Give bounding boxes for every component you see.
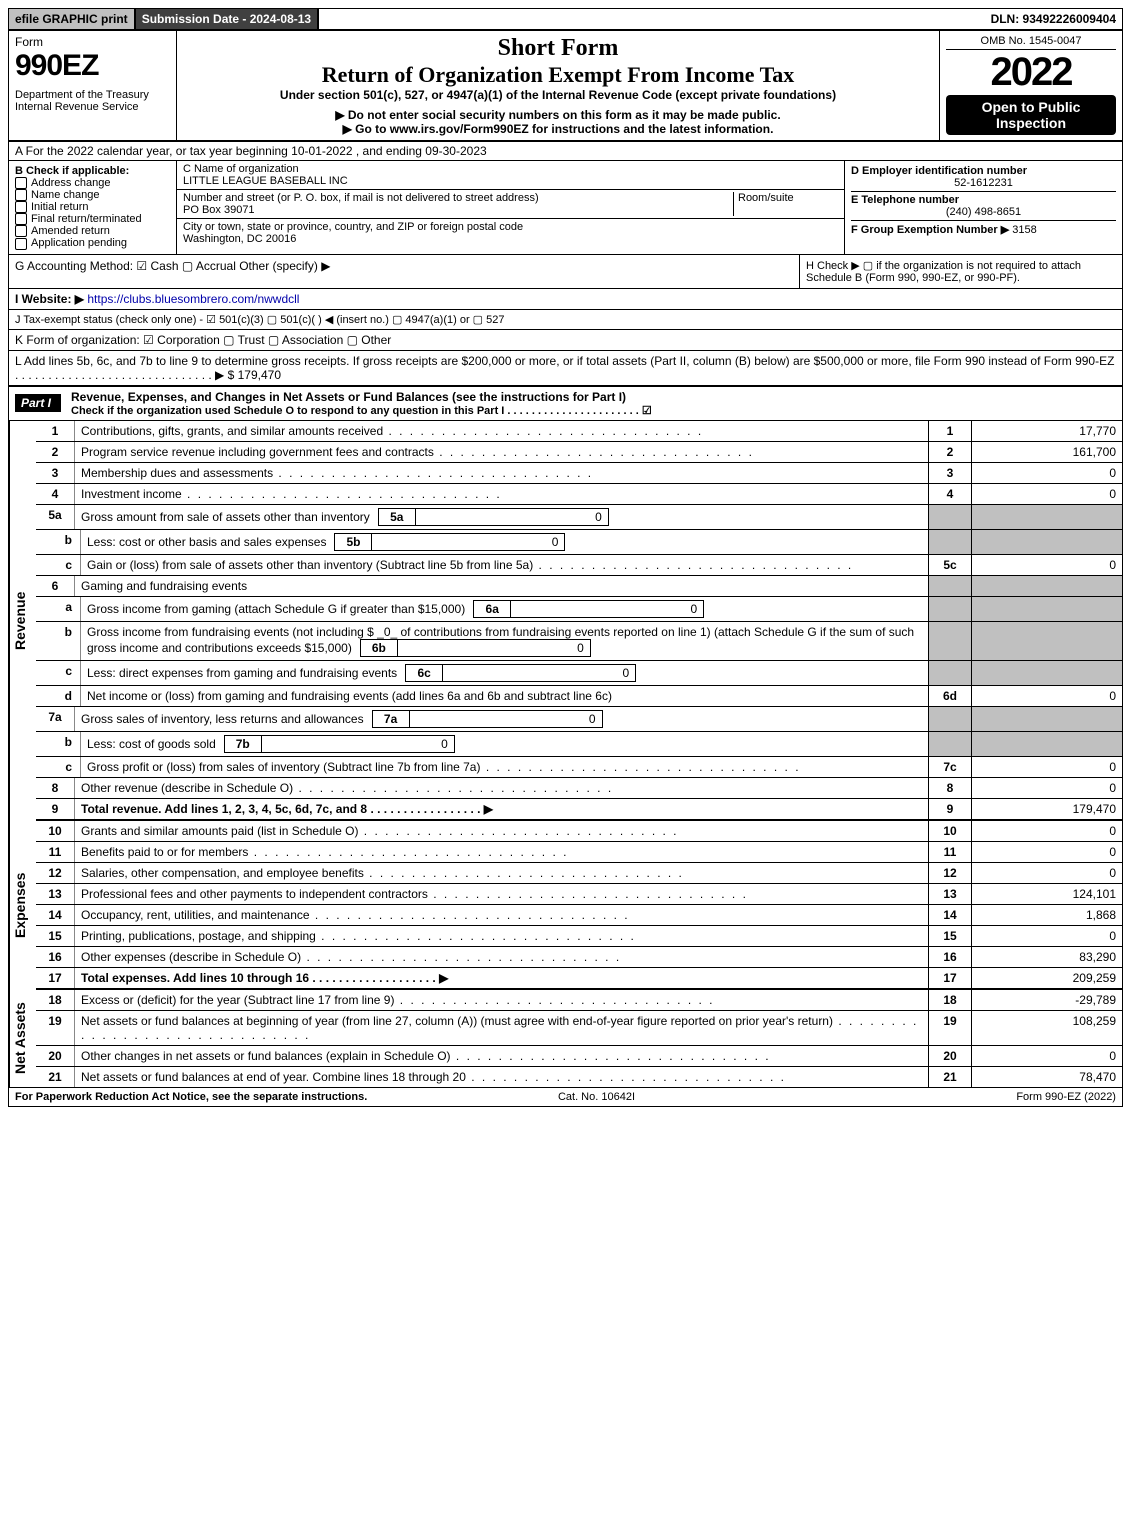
section-bcd: B Check if applicable: Address change Na… <box>9 161 1122 255</box>
revenue-label: Revenue <box>9 421 36 821</box>
goto-link[interactable]: ▶ Go to www.irs.gov/Form990EZ for instru… <box>185 122 931 136</box>
chk-address[interactable]: Address change <box>15 177 170 189</box>
website-link[interactable]: https://clubs.bluesombrero.com/nwwdcll <box>87 292 299 306</box>
dept-label: Department of the Treasury <box>15 89 170 101</box>
ein-label: D Employer identification number <box>851 165 1116 177</box>
form-title: Return of Organization Exempt From Incom… <box>185 62 931 88</box>
irs-label: Internal Revenue Service <box>15 101 170 113</box>
line-j: J Tax-exempt status (check only one) - ☑… <box>9 310 1122 330</box>
under-section: Under section 501(c), 527, or 4947(a)(1)… <box>185 88 931 102</box>
b-label: B Check if applicable: <box>15 165 170 177</box>
part-i-check: Check if the organization used Schedule … <box>71 404 652 417</box>
group-row: F Group Exemption Number ▶ 3158 <box>851 220 1116 236</box>
submission-date: Submission Date - 2024-08-13 <box>136 9 319 29</box>
line-k: K Form of organization: ☑ Corporation ▢ … <box>9 330 1122 351</box>
omb-number: OMB No. 1545-0047 <box>946 35 1116 50</box>
group-number: 3158 <box>1012 224 1036 236</box>
short-form-title: Short Form <box>185 35 931 62</box>
phone: (240) 498-8651 <box>851 206 1116 218</box>
line-l: L Add lines 5b, 6c, and 7b to line 9 to … <box>9 351 1122 387</box>
chk-final[interactable]: Final return/terminated <box>15 213 170 225</box>
phone-label: E Telephone number <box>851 191 1116 206</box>
line-g: G Accounting Method: ☑ Cash ▢ Accrual Ot… <box>9 255 799 288</box>
line-i: I Website: ▶ https://clubs.bluesombrero.… <box>9 289 1122 310</box>
col-d: D Employer identification number 52-1612… <box>844 161 1122 254</box>
paperwork-notice: For Paperwork Reduction Act Notice, see … <box>15 1091 367 1103</box>
city: Washington, DC 20016 <box>183 233 838 245</box>
header-right: OMB No. 1545-0047 2022 Open to Public In… <box>940 31 1122 140</box>
street: PO Box 39071 <box>183 204 733 216</box>
revenue-block: Revenue 1Contributions, gifts, grants, a… <box>9 421 1122 821</box>
form-ref: Form 990-EZ (2022) <box>1016 1091 1116 1103</box>
efile-label: efile GRAPHIC print <box>9 9 136 29</box>
ssn-warning: ▶ Do not enter social security numbers o… <box>185 108 931 122</box>
expenses-label: Expenses <box>9 821 36 990</box>
c-name-label: C Name of organization <box>183 163 838 175</box>
form-header: Form 990EZ Department of the Treasury In… <box>9 31 1122 142</box>
netassets-block: Net Assets 18Excess or (deficit) for the… <box>9 990 1122 1087</box>
page-footer: For Paperwork Reduction Act Notice, see … <box>9 1087 1122 1106</box>
org-name: LITTLE LEAGUE BASEBALL INC <box>183 175 838 187</box>
header-center: Short Form Return of Organization Exempt… <box>177 31 940 140</box>
expenses-block: Expenses 10Grants and similar amounts pa… <box>9 821 1122 990</box>
form-number: 990EZ <box>15 49 170 83</box>
netassets-label: Net Assets <box>9 990 36 1087</box>
dln: DLN: 93492226009404 <box>985 9 1122 29</box>
tax-year: 2022 <box>946 50 1116 95</box>
col-b: B Check if applicable: Address change Na… <box>9 161 177 254</box>
city-label: City or town, state or province, country… <box>183 221 838 233</box>
line-h: H Check ▶ ▢ if the organization is not r… <box>799 255 1122 288</box>
part-i-label: Part I <box>15 394 61 412</box>
room-label: Room/suite <box>733 192 838 216</box>
open-public-badge: Open to Public Inspection <box>946 95 1116 135</box>
form-label: Form <box>15 35 170 49</box>
chk-initial[interactable]: Initial return <box>15 201 170 213</box>
chk-name[interactable]: Name change <box>15 189 170 201</box>
gross-receipts: 179,470 <box>238 368 281 382</box>
header-left: Form 990EZ Department of the Treasury In… <box>9 31 177 140</box>
part-i-header: Part I Revenue, Expenses, and Changes in… <box>9 387 1122 421</box>
line-a: A For the 2022 calendar year, or tax yea… <box>9 142 1122 161</box>
top-bar: efile GRAPHIC print Submission Date - 20… <box>9 9 1122 31</box>
chk-pending[interactable]: Application pending <box>15 237 170 249</box>
ein: 52-1612231 <box>851 177 1116 189</box>
chk-amended[interactable]: Amended return <box>15 225 170 237</box>
part-i-title: Revenue, Expenses, and Changes in Net As… <box>71 390 652 404</box>
col-c: C Name of organization LITTLE LEAGUE BAS… <box>177 161 844 254</box>
street-label: Number and street (or P. O. box, if mail… <box>183 192 733 204</box>
cat-no: Cat. No. 10642I <box>558 1091 635 1103</box>
form-990ez-page: efile GRAPHIC print Submission Date - 20… <box>8 8 1123 1107</box>
